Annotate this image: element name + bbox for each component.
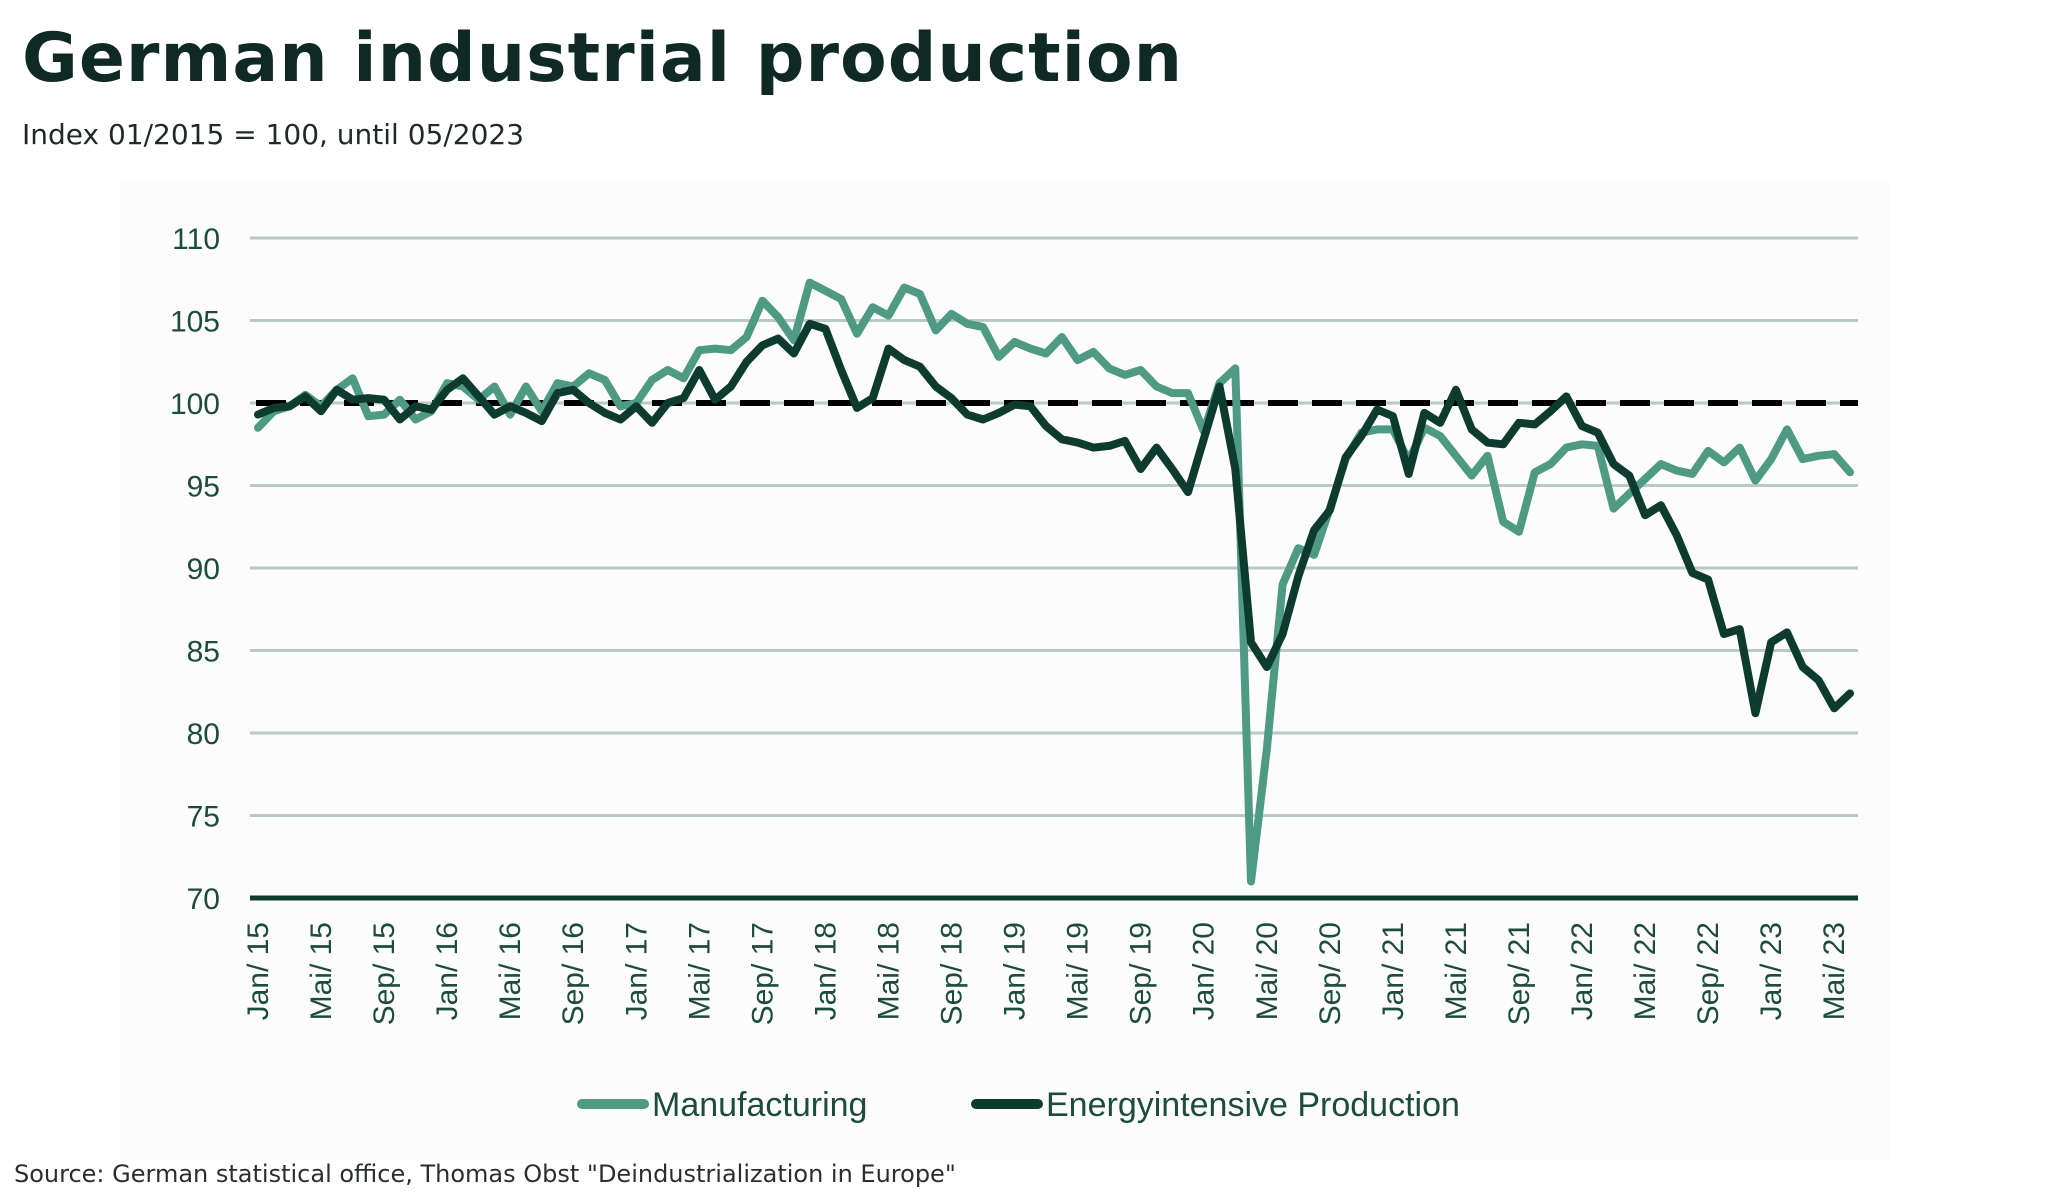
source-note: Source: German statistical office, Thoma…: [14, 1160, 956, 1188]
y-tick-label: 90: [187, 553, 220, 586]
chart-panel: 70 75 80 85 90 95 100 105 110 Jan/ 15 Mai/ 15 Sep/…: [120, 180, 1890, 1160]
y-tick-label: 110: [172, 223, 220, 256]
x-tick-label: Sep/ 17: [746, 922, 779, 1025]
x-tick-label: Jan/ 18: [809, 922, 842, 1020]
x-tick-label: Mai/ 22: [1629, 922, 1662, 1020]
x-tick-label: Sep/ 15: [368, 922, 401, 1025]
line-chart: 70 75 80 85 90 95 100 105 110 Jan/ 15 Mai/ 15 Sep/…: [170, 223, 1858, 1124]
x-tick-label: Jan/ 17: [620, 922, 653, 1020]
legend-item-manufacturing: Manufacturing: [577, 1086, 867, 1124]
x-tick-label: Mai/ 18: [872, 922, 905, 1020]
legend-item-energy-intensive: Energyintensive Production: [971, 1086, 1460, 1124]
y-tick-label: 85: [187, 636, 220, 669]
x-tick-label: Jan/ 22: [1566, 922, 1599, 1020]
x-tick-label: Mai/ 19: [1062, 922, 1095, 1020]
x-tick-label: Jan/ 21: [1377, 922, 1410, 1020]
x-tick-label: Mai/ 15: [305, 922, 338, 1020]
page-subtitle: Index 01/2015 = 100, until 05/2023: [22, 118, 525, 151]
x-tick-label: Jan/ 23: [1755, 922, 1788, 1020]
x-tick-label: Mai/ 23: [1818, 922, 1851, 1020]
x-tick-label: Jan/ 20: [1188, 922, 1221, 1020]
page-title: German industrial production: [22, 19, 1184, 98]
x-tick-label: Mai/ 21: [1440, 922, 1473, 1020]
x-tick-label: Sep/ 20: [1314, 922, 1347, 1025]
y-tick-label: 70: [187, 883, 220, 916]
x-tick-label: Sep/ 19: [1125, 922, 1158, 1025]
x-tick-label: Jan/ 19: [999, 922, 1032, 1020]
x-tick-label: Sep/ 16: [557, 922, 590, 1025]
x-tick-label: Sep/ 18: [936, 922, 969, 1025]
x-tick-label: Sep/ 21: [1503, 922, 1536, 1025]
series-lines: [254, 278, 1854, 886]
x-tick-label: Mai/ 16: [494, 922, 527, 1020]
legend-label: Manufacturing: [652, 1086, 867, 1124]
x-axis-ticks: Jan/ 15 Mai/ 15 Sep/ 15 Jan/ 16 Mai/ 16 Sep/ …: [242, 922, 1851, 1025]
x-tick-label: Jan/ 16: [431, 922, 464, 1020]
x-tick-label: Jan/ 15: [242, 922, 275, 1020]
y-tick-label: 80: [187, 718, 220, 751]
legend-label: Energyintensive Production: [1046, 1086, 1460, 1124]
x-tick-label: Sep/ 22: [1692, 922, 1725, 1025]
x-tick-label: Mai/ 20: [1251, 922, 1284, 1020]
legend: Manufacturing Energyintensive Production: [577, 1086, 1460, 1124]
y-tick-label: 95: [187, 471, 220, 504]
manufacturing-line: [254, 278, 1854, 886]
y-tick-label: 105: [170, 306, 220, 339]
x-tick-label: Mai/ 17: [683, 922, 716, 1020]
gridlines: [250, 236, 1858, 817]
y-tick-label: 100: [170, 388, 220, 421]
energy-intensive-line: [254, 319, 1854, 718]
y-axis-ticks: 70 75 80 85 90 95 100 105 110: [170, 223, 220, 916]
y-tick-label: 75: [187, 801, 220, 834]
